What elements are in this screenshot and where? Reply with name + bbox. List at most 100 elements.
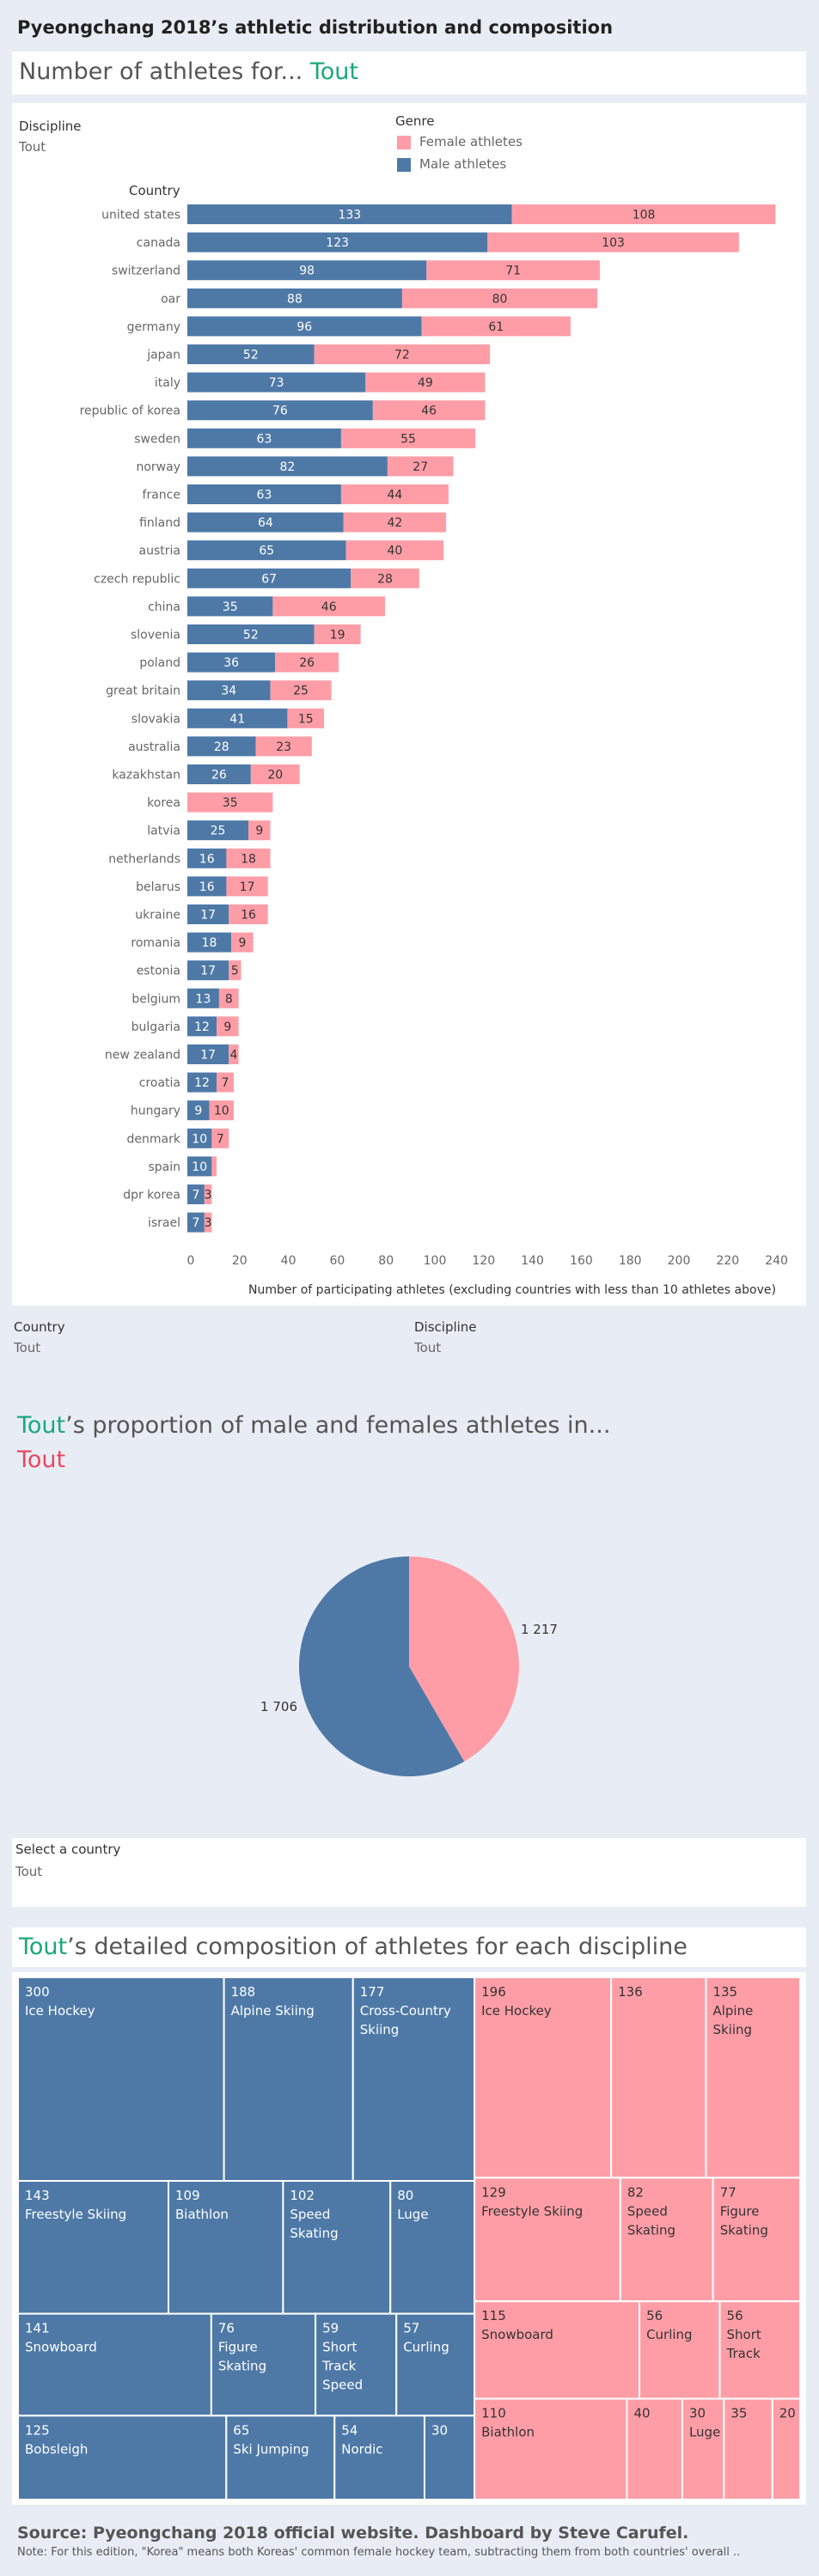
female-treemap-cell bbox=[712, 2177, 802, 2303]
treemap-value-label: 136 bbox=[618, 1984, 643, 2000]
male-treemap-cell bbox=[210, 2312, 317, 2417]
female-value-label: 8 bbox=[225, 992, 233, 1006]
male-bar bbox=[187, 848, 227, 868]
male-treemap-cell bbox=[315, 2312, 398, 2417]
legend-female-label[interactable]: Female athletes bbox=[419, 134, 523, 149]
female-bar bbox=[287, 708, 325, 728]
section-title-panel: Number of athletes for... Tout bbox=[12, 52, 806, 94]
footer-source: Source: Pyeongchang 2018 official websit… bbox=[17, 2524, 689, 2543]
female-value-label: 108 bbox=[633, 209, 656, 222]
female-bar bbox=[351, 568, 419, 588]
female-bar bbox=[372, 400, 486, 421]
treemap-discipline-label: Alpine bbox=[712, 2003, 753, 2019]
pie-section-subtitle: Tout bbox=[17, 1446, 66, 1473]
female-bar bbox=[275, 652, 339, 673]
female-value-label: 7 bbox=[222, 1076, 229, 1090]
female-treemap-cell bbox=[705, 1976, 801, 2179]
female-value-label: 16 bbox=[241, 909, 256, 923]
treemap-value-label: 59 bbox=[322, 2321, 339, 2336]
male-bar bbox=[187, 904, 229, 924]
discipline-filter-value[interactable]: Tout bbox=[19, 139, 46, 155]
male-bar bbox=[187, 820, 248, 841]
male-bar bbox=[187, 680, 271, 701]
male-value-label: 65 bbox=[259, 545, 274, 558]
x-tick-label: 160 bbox=[570, 1254, 593, 1268]
female-bar bbox=[204, 1212, 212, 1233]
female-bar bbox=[314, 624, 361, 644]
male-value-label: 18 bbox=[202, 936, 217, 950]
male-bar bbox=[187, 400, 373, 421]
treemap-value-label: 54 bbox=[341, 2422, 358, 2438]
treemap-value-label: 188 bbox=[231, 1984, 256, 2000]
category-label: italy bbox=[155, 376, 180, 390]
category-label: israel bbox=[148, 1216, 180, 1230]
x-tick-label: 220 bbox=[716, 1254, 739, 1268]
treemap-discipline-label: Track bbox=[726, 2346, 761, 2361]
gender-pie-chart: 1 217 1 706 bbox=[260, 1556, 558, 1776]
female-bar bbox=[365, 372, 486, 393]
treemap-value-label: 57 bbox=[403, 2321, 419, 2336]
category-label: netherlands bbox=[108, 852, 180, 866]
treemap-discipline-label: Skating bbox=[627, 2222, 675, 2238]
treemap-discipline-label: Bobsleigh bbox=[25, 2441, 88, 2457]
category-label: slovakia bbox=[131, 712, 180, 726]
female-bar bbox=[340, 428, 476, 448]
female-treemap-cell bbox=[474, 2177, 621, 2303]
male-value-label: 16 bbox=[199, 880, 215, 894]
female-bar bbox=[204, 1184, 212, 1204]
male-value-label: 10 bbox=[192, 1160, 207, 1174]
female-treemap-cell bbox=[718, 2300, 802, 2400]
category-label: dpr korea bbox=[123, 1189, 180, 1203]
legend-title: Genre bbox=[395, 113, 435, 129]
female-value-label: 7 bbox=[217, 1132, 224, 1146]
country-filter-value[interactable]: Tout bbox=[14, 1340, 41, 1355]
female-value-label: 23 bbox=[276, 740, 291, 754]
male-bar bbox=[187, 1016, 217, 1037]
discipline-filter2-value[interactable]: Tout bbox=[414, 1340, 442, 1355]
male-bar bbox=[187, 764, 251, 784]
category-label: australia bbox=[128, 740, 180, 754]
treemap-discipline-label: Short bbox=[727, 2327, 761, 2342]
male-bar bbox=[187, 1072, 217, 1093]
category-label: hungary bbox=[131, 1105, 180, 1118]
treemap-discipline-label: Snowboard bbox=[481, 2327, 553, 2342]
discipline-filter-label: Discipline bbox=[19, 119, 82, 134]
legend-male-label: Male athletes bbox=[419, 156, 507, 172]
treemap-title-accent: Tout bbox=[19, 1934, 68, 1960]
male-value-label: 35 bbox=[223, 600, 238, 614]
treemap-value-label: 82 bbox=[627, 2184, 644, 2200]
female-value-label: 25 bbox=[293, 685, 309, 698]
treemap-discipline-label: Skating bbox=[218, 2359, 266, 2374]
female-value-label: 42 bbox=[387, 516, 402, 530]
male-value-label: 88 bbox=[287, 292, 303, 306]
treemap-value-label: 143 bbox=[25, 2188, 50, 2203]
female-bar bbox=[217, 1072, 234, 1093]
male-bar bbox=[187, 1128, 212, 1148]
treemap-discipline-label: Skiing bbox=[712, 2022, 752, 2037]
male-bar bbox=[187, 428, 341, 448]
female-value-label: 5 bbox=[231, 965, 239, 978]
category-label: romania bbox=[131, 936, 180, 950]
category-label: czech republic bbox=[94, 572, 180, 586]
male-treemap-cell bbox=[17, 1976, 225, 2182]
category-label: belgium bbox=[131, 992, 180, 1006]
female-bar bbox=[226, 876, 268, 897]
male-value-label: 28 bbox=[214, 740, 229, 754]
female-value-label: 4 bbox=[229, 1049, 237, 1063]
treemap-value-label: 141 bbox=[25, 2321, 50, 2336]
discipline-filter2-label: Discipline bbox=[414, 1319, 477, 1335]
female-treemap-cell bbox=[474, 2397, 628, 2501]
category-label: austria bbox=[139, 545, 180, 558]
female-bar bbox=[421, 316, 571, 337]
female-value-label: 15 bbox=[298, 712, 314, 726]
pie-title-rest: ’s proportion of male and females athlet… bbox=[65, 1412, 611, 1439]
x-tick-label: 200 bbox=[668, 1254, 691, 1268]
male-value-label: 76 bbox=[272, 405, 288, 418]
male-bar bbox=[187, 1212, 205, 1233]
category-label: ukraine bbox=[135, 909, 180, 923]
category-label: germany bbox=[127, 320, 180, 334]
male-value-label: 64 bbox=[258, 516, 273, 530]
treemap-discipline-label: Nordic bbox=[341, 2441, 382, 2457]
male-value-label: 63 bbox=[257, 489, 272, 502]
select-country-value[interactable]: Tout bbox=[15, 1864, 43, 1879]
